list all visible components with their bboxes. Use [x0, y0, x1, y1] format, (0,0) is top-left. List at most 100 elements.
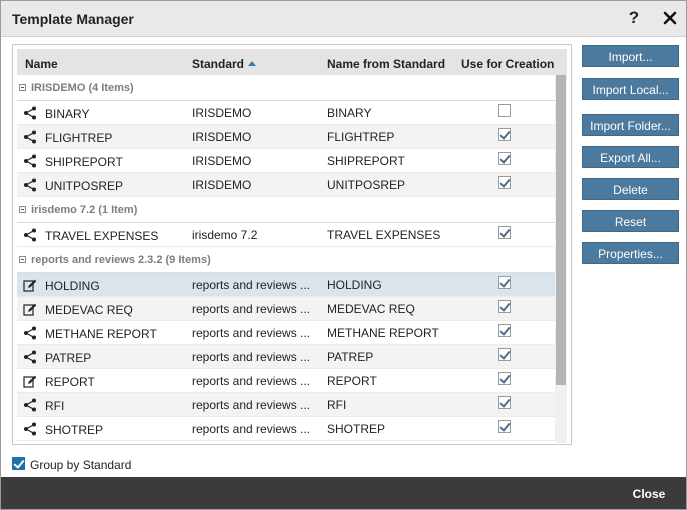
- standard-cell: reports and reviews ...: [192, 350, 311, 364]
- template-name: SHOTREP: [45, 423, 104, 437]
- template-name: MEDEVAC REQ: [45, 303, 133, 317]
- group-header-row[interactable]: IRISDEMO (4 Items): [17, 75, 555, 101]
- use-for-creation-checkbox[interactable]: [498, 420, 511, 433]
- name-from-standard-cell: METHANE REPORT: [327, 326, 439, 340]
- table-row[interactable]: PATREP reports and reviews ... PATREP: [17, 345, 555, 369]
- share-icon: [23, 130, 37, 144]
- use-for-creation-checkbox[interactable]: [498, 128, 511, 141]
- standard-cell: reports and reviews ...: [192, 278, 311, 292]
- share-icon: [23, 178, 37, 192]
- standard-cell: reports and reviews ...: [192, 422, 311, 436]
- share-icon: [23, 398, 37, 412]
- use-for-creation-checkbox[interactable]: [498, 152, 511, 165]
- edit-icon: [23, 302, 37, 316]
- name-from-standard-cell: TRAVEL EXPENSES: [327, 228, 441, 242]
- table-row[interactable]: RFI reports and reviews ... RFI: [17, 393, 555, 417]
- name-from-standard-cell: PATREP: [327, 350, 374, 364]
- share-icon: [23, 228, 37, 242]
- name-from-standard-cell: FLIGHTREP: [327, 130, 395, 144]
- name-from-standard-cell: REPORT: [327, 374, 377, 388]
- table-row[interactable]: BINARY IRISDEMO BINARY: [17, 101, 555, 125]
- export-all-button[interactable]: Export All...: [582, 146, 679, 168]
- import-local-button[interactable]: Import Local...: [582, 78, 679, 100]
- group-label: reports and reviews 2.3.2 (9 Items): [31, 254, 211, 266]
- share-icon: [23, 422, 37, 436]
- template-name: PATREP: [45, 351, 92, 365]
- template-name: FLIGHTREP: [45, 131, 113, 145]
- use-for-creation-checkbox[interactable]: [498, 396, 511, 409]
- table-row[interactable]: HOLDING reports and reviews ... HOLDING: [17, 273, 555, 297]
- templates-grid: Name Standard Name from Standard Use for…: [12, 44, 572, 445]
- name-from-standard-cell: UNITPOSREP: [327, 178, 406, 192]
- grid-header: Name Standard Name from Standard Use for…: [17, 49, 567, 75]
- name-from-standard-cell: HOLDING: [327, 278, 382, 292]
- group-header-row[interactable]: reports and reviews 2.3.2 (9 Items): [17, 247, 555, 273]
- template-name: BINARY: [45, 107, 90, 121]
- share-icon: [23, 106, 37, 120]
- standard-cell: irisdemo 7.2: [192, 228, 258, 242]
- collapse-group-icon[interactable]: [19, 206, 26, 213]
- title-bar: Template Manager ?: [1, 1, 686, 37]
- template-name: METHANE REPORT: [45, 327, 157, 341]
- template-name: HOLDING: [45, 279, 100, 293]
- standard-cell: reports and reviews ...: [192, 326, 311, 340]
- delete-button[interactable]: Delete: [582, 178, 679, 200]
- properties-button[interactable]: Properties...: [582, 242, 679, 264]
- standard-cell: IRISDEMO: [192, 178, 252, 192]
- standard-cell: reports and reviews ...: [192, 398, 311, 412]
- import-button[interactable]: Import...: [582, 45, 679, 67]
- template-name: UNITPOSREP: [45, 179, 124, 193]
- reset-button[interactable]: Reset: [582, 210, 679, 232]
- column-header-standard[interactable]: Standard: [192, 57, 257, 71]
- standard-cell: reports and reviews ...: [192, 374, 311, 388]
- use-for-creation-checkbox[interactable]: [498, 324, 511, 337]
- dialog-title: Template Manager: [12, 11, 134, 27]
- use-for-creation-checkbox[interactable]: [498, 226, 511, 239]
- template-name: TRAVEL EXPENSES: [45, 229, 159, 243]
- grid-rows: IRISDEMO (4 Items) BINARY IRISDEMO BINARY FL…: [17, 75, 555, 443]
- collapse-group-icon[interactable]: [19, 256, 26, 263]
- vertical-scrollbar[interactable]: [555, 75, 567, 443]
- table-row[interactable]: SHIPREPORT IRISDEMO SHIPREPORT: [17, 149, 555, 173]
- collapse-group-icon[interactable]: [19, 84, 26, 91]
- table-row[interactable]: FLIGHTREP IRISDEMO FLIGHTREP: [17, 125, 555, 149]
- dialog-footer: Close: [1, 477, 686, 509]
- standard-cell: reports and reviews ...: [192, 302, 311, 316]
- name-from-standard-cell: RFI: [327, 398, 347, 412]
- use-for-creation-checkbox[interactable]: [498, 348, 511, 361]
- group-by-standard-checkbox[interactable]: [12, 457, 25, 470]
- sort-ascending-icon: [248, 61, 257, 66]
- share-icon: [23, 350, 37, 364]
- table-row[interactable]: UNITPOSREP IRISDEMO UNITPOSREP: [17, 173, 555, 197]
- name-from-standard-cell: SHOTREP: [327, 422, 386, 436]
- table-row[interactable]: METHANE REPORT reports and reviews ... MET…: [17, 321, 555, 345]
- table-row[interactable]: MEDEVAC REQ reports and reviews ... MEDEVA…: [17, 297, 555, 321]
- use-for-creation-checkbox[interactable]: [498, 104, 511, 117]
- use-for-creation-checkbox[interactable]: [498, 372, 511, 385]
- import-folder-button[interactable]: Import Folder...: [582, 114, 679, 136]
- use-for-creation-checkbox[interactable]: [498, 300, 511, 313]
- scrollbar-thumb[interactable]: [556, 75, 566, 385]
- name-from-standard-cell: SHIPREPORT: [327, 154, 405, 168]
- column-header-name-from-standard[interactable]: Name from Standard: [327, 57, 446, 71]
- group-label: IRISDEMO (4 Items): [31, 82, 134, 94]
- group-header-row[interactable]: irisdemo 7.2 (1 Item): [17, 197, 555, 223]
- help-icon[interactable]: ?: [628, 8, 640, 27]
- column-header-use-for-creation[interactable]: Use for Creation: [461, 57, 555, 71]
- close-icon[interactable]: [661, 8, 679, 28]
- table-row[interactable]: TRAVEL EXPENSES irisdemo 7.2 TRAVEL EXPENS…: [17, 223, 555, 247]
- edit-icon: [23, 374, 37, 388]
- edit-icon: [23, 278, 37, 292]
- group-by-standard-label: Group by Standard: [30, 458, 132, 472]
- template-name: SHIPREPORT: [45, 155, 123, 169]
- standard-cell: IRISDEMO: [192, 154, 252, 168]
- column-header-name[interactable]: Name: [25, 57, 58, 71]
- use-for-creation-checkbox[interactable]: [498, 176, 511, 189]
- table-row[interactable]: REPORT reports and reviews ... REPORT: [17, 369, 555, 393]
- name-from-standard-cell: MEDEVAC REQ: [327, 302, 415, 316]
- close-button[interactable]: Close: [632, 487, 666, 501]
- use-for-creation-checkbox[interactable]: [498, 276, 511, 289]
- share-icon: [23, 154, 37, 168]
- table-row[interactable]: SHOTREP reports and reviews ... SHOTREP: [17, 417, 555, 441]
